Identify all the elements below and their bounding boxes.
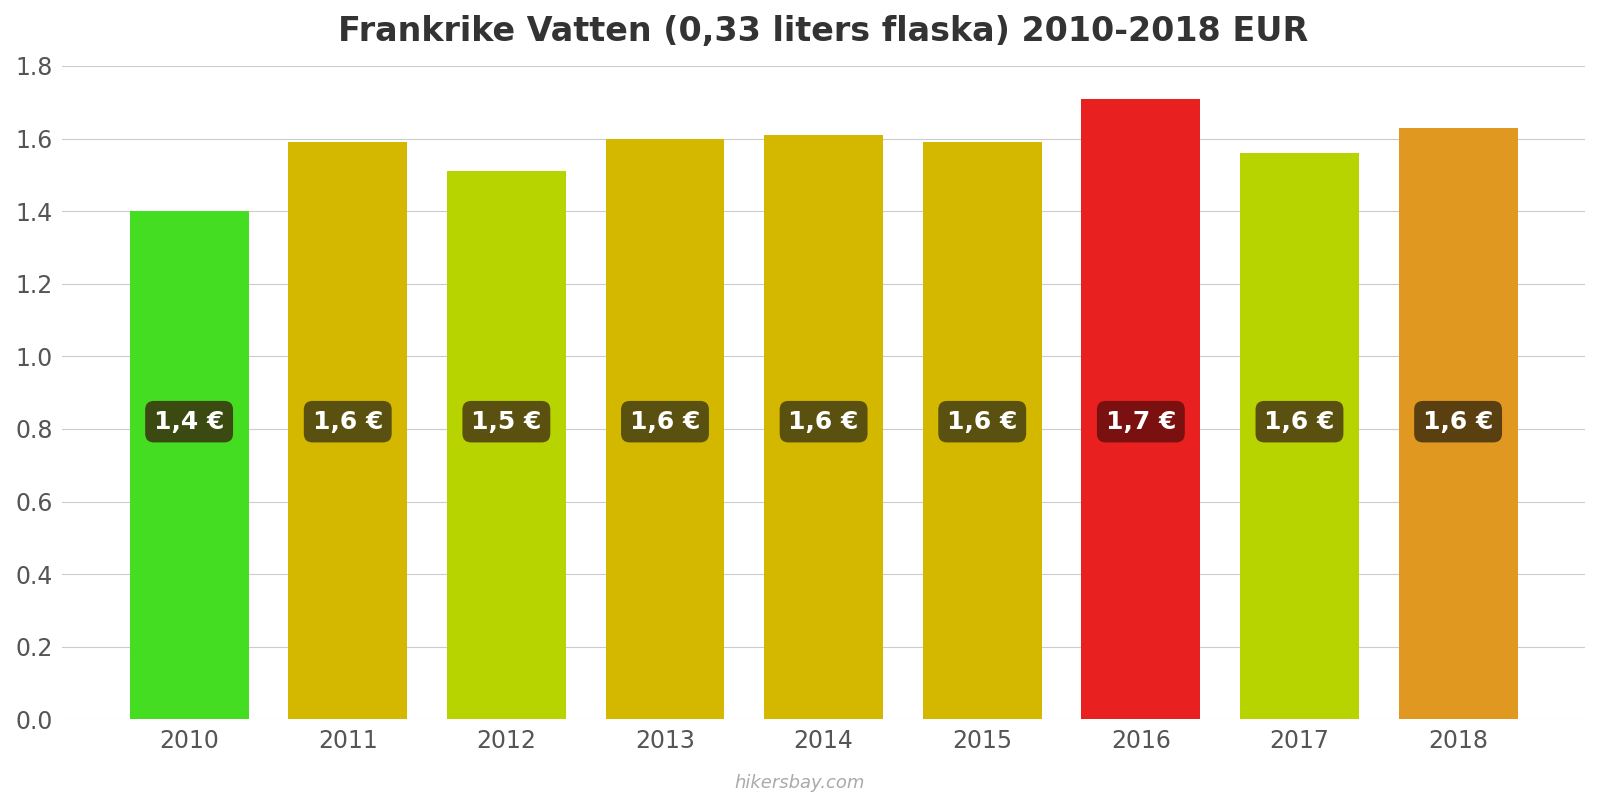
- Text: 1,4 €: 1,4 €: [154, 410, 224, 434]
- Text: 1,6 €: 1,6 €: [1422, 410, 1493, 434]
- Text: 1,6 €: 1,6 €: [1264, 410, 1334, 434]
- Bar: [605, 138, 725, 719]
- Bar: [1240, 153, 1358, 719]
- Bar: [288, 142, 408, 719]
- Bar: [1082, 98, 1200, 719]
- Text: 1,6 €: 1,6 €: [947, 410, 1018, 434]
- Text: 1,6 €: 1,6 €: [312, 410, 382, 434]
- Text: 1,6 €: 1,6 €: [789, 410, 859, 434]
- Bar: [1398, 128, 1517, 719]
- Text: hikersbay.com: hikersbay.com: [734, 774, 866, 792]
- Title: Frankrike Vatten (0,33 liters flaska) 2010-2018 EUR: Frankrike Vatten (0,33 liters flaska) 20…: [339, 15, 1309, 48]
- Text: 1,5 €: 1,5 €: [470, 410, 541, 434]
- Bar: [446, 171, 566, 719]
- Bar: [923, 142, 1042, 719]
- Text: 1,7 €: 1,7 €: [1106, 410, 1176, 434]
- Text: 1,6 €: 1,6 €: [630, 410, 701, 434]
- Bar: [765, 135, 883, 719]
- Bar: [130, 211, 248, 719]
